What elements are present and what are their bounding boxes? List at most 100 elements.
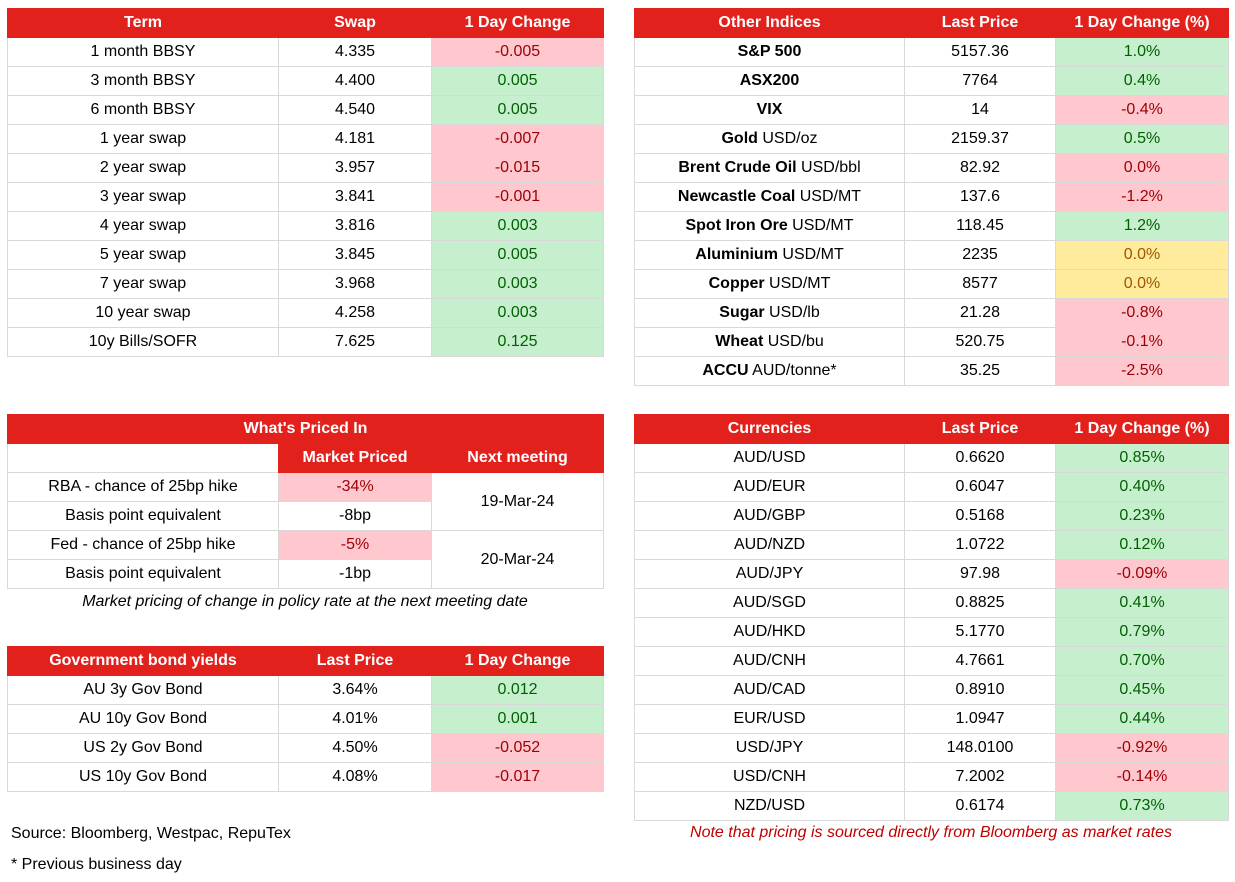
swap-change: 0.003 — [431, 269, 604, 299]
currency-price: 1.0722 — [904, 530, 1056, 560]
swap-header-term: Term — [7, 8, 279, 38]
table-row: Aluminium USD/MT 2235 0.0% — [634, 240, 1229, 270]
currency-change: 0.23% — [1055, 501, 1229, 531]
table-row: Brent Crude Oil USD/bbl 82.92 0.0% — [634, 153, 1229, 183]
indices-table: Other Indices Last Price 1 Day Change (%… — [634, 8, 1229, 386]
swap-term: 7 year swap — [7, 269, 279, 299]
index-price: 21.28 — [904, 298, 1056, 328]
table-row: ASX200 7764 0.4% — [634, 66, 1229, 96]
source-note: Source: Bloomberg, Westpac, RepuTex — [11, 825, 291, 842]
currency-pair: USD/JPY — [634, 733, 905, 763]
index-change: 1.2% — [1055, 211, 1229, 241]
index-name: Sugar USD/lb — [634, 298, 905, 328]
swap-header-swap: Swap — [278, 8, 432, 38]
swap-change: 0.005 — [431, 240, 604, 270]
index-name: Newcastle Coal USD/MT — [634, 182, 905, 212]
swap-term: 10y Bills/SOFR — [7, 327, 279, 357]
table-row: 5 year swap 3.845 0.005 — [7, 240, 604, 270]
bond-change: -0.052 — [431, 733, 604, 763]
currency-change: 0.73% — [1055, 791, 1229, 821]
currency-change: 0.40% — [1055, 472, 1229, 502]
swap-change: 0.003 — [431, 211, 604, 241]
index-price: 2159.37 — [904, 124, 1056, 154]
currency-change: -0.09% — [1055, 559, 1229, 589]
bonds-header-price: Last Price — [278, 646, 432, 676]
swap-value: 3.816 — [278, 211, 432, 241]
swap-value: 4.258 — [278, 298, 432, 328]
bond-change: 0.012 — [431, 675, 604, 705]
table-row: 10 year swap 4.258 0.003 — [7, 298, 604, 328]
index-name: S&P 500 — [634, 37, 905, 67]
priced-in-header-meeting: Next meeting — [430, 443, 605, 473]
bond-change: 0.001 — [431, 704, 604, 734]
bond-name: US 10y Gov Bond — [7, 762, 279, 792]
swap-value: 4.181 — [278, 124, 432, 154]
index-price: 14 — [904, 95, 1056, 125]
table-row: Spot Iron Ore USD/MT 118.45 1.2% — [634, 211, 1229, 241]
table-row: AUD/CNH 4.7661 0.70% — [634, 646, 1229, 676]
index-change: -1.2% — [1055, 182, 1229, 212]
swap-term: 1 year swap — [7, 124, 279, 154]
priced-in-header-market: Market Priced — [278, 443, 432, 473]
index-change: 0.0% — [1055, 240, 1229, 270]
priced-in-label: Basis point equivalent — [7, 501, 279, 531]
priced-in-label: RBA - chance of 25bp hike — [7, 472, 279, 502]
index-name: Copper USD/MT — [634, 269, 905, 299]
priced-in-caption: Market pricing of change in policy rate … — [82, 593, 528, 610]
swap-term: 2 year swap — [7, 153, 279, 183]
currency-change: 0.41% — [1055, 588, 1229, 618]
currency-price: 7.2002 — [904, 762, 1056, 792]
table-row: AUD/HKD 5.1770 0.79% — [634, 617, 1229, 647]
priced-in-table: What's Priced In Market Priced Next meet… — [6, 414, 605, 589]
swap-value: 3.957 — [278, 153, 432, 183]
swap-value: 4.335 — [278, 37, 432, 67]
bond-price: 4.01% — [278, 704, 432, 734]
index-price: 2235 — [904, 240, 1056, 270]
table-row: 3 year swap 3.841 -0.001 — [7, 182, 604, 212]
table-row: 1 year swap 4.181 -0.007 — [7, 124, 604, 154]
index-price: 137.6 — [904, 182, 1056, 212]
table-row: S&P 500 5157.36 1.0% — [634, 37, 1229, 67]
table-row: VIX 14 -0.4% — [634, 95, 1229, 125]
table-row: AUD/SGD 0.8825 0.41% — [634, 588, 1229, 618]
table-row: 10y Bills/SOFR 7.625 0.125 — [7, 327, 604, 357]
currency-change: 0.79% — [1055, 617, 1229, 647]
index-price: 5157.36 — [904, 37, 1056, 67]
swap-change: 0.003 — [431, 298, 604, 328]
indices-header-price: Last Price — [904, 8, 1056, 38]
priced-in-blank-header — [7, 443, 279, 473]
table-row: 7 year swap 3.968 0.003 — [7, 269, 604, 299]
table-row: EUR/USD 1.0947 0.44% — [634, 704, 1229, 734]
currency-price: 0.6174 — [904, 791, 1056, 821]
index-price: 520.75 — [904, 327, 1056, 357]
index-change: -0.4% — [1055, 95, 1229, 125]
bond-change: -0.017 — [431, 762, 604, 792]
table-row: Fed - chance of 25bp hike -5% 20-Mar-24 — [7, 530, 605, 589]
table-row: AUD/EUR 0.6047 0.40% — [634, 472, 1229, 502]
priced-in-label: Basis point equivalent — [7, 559, 279, 589]
swap-term: 3 month BBSY — [7, 66, 279, 96]
priced-in-label: Fed - chance of 25bp hike — [7, 530, 279, 560]
index-change: 0.4% — [1055, 66, 1229, 96]
currency-change: 0.44% — [1055, 704, 1229, 734]
index-change: -0.1% — [1055, 327, 1229, 357]
swap-term: 10 year swap — [7, 298, 279, 328]
table-row: 3 month BBSY 4.400 0.005 — [7, 66, 604, 96]
swap-value: 3.841 — [278, 182, 432, 212]
currency-pair: EUR/USD — [634, 704, 905, 734]
swap-header-change: 1 Day Change — [431, 8, 604, 38]
table-row: AU 3y Gov Bond 3.64% 0.012 — [7, 675, 604, 705]
rba-meeting-date: 19-Mar-24 — [430, 472, 605, 531]
swap-value: 3.845 — [278, 240, 432, 270]
currency-price: 0.8825 — [904, 588, 1056, 618]
swap-value: 3.968 — [278, 269, 432, 299]
table-row: Copper USD/MT 8577 0.0% — [634, 269, 1229, 299]
currency-pair: AUD/SGD — [634, 588, 905, 618]
currency-price: 148.0100 — [904, 733, 1056, 763]
swap-change: -0.001 — [431, 182, 604, 212]
index-change: -2.5% — [1055, 356, 1229, 386]
table-row: 4 year swap 3.816 0.003 — [7, 211, 604, 241]
table-row: USD/JPY 148.0100 -0.92% — [634, 733, 1229, 763]
currency-pair: USD/CNH — [634, 762, 905, 792]
fed-meeting-date: 20-Mar-24 — [430, 530, 605, 589]
